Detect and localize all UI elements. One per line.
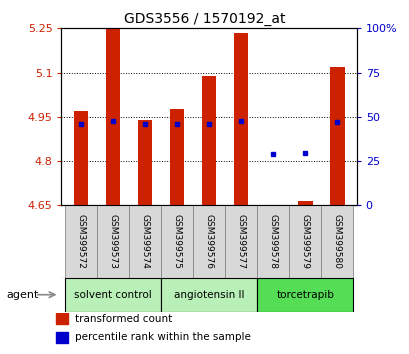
Bar — [234, 33, 248, 205]
Text: GSM399573: GSM399573 — [108, 214, 117, 269]
Bar — [65, 278, 161, 312]
Text: GSM399575: GSM399575 — [172, 214, 181, 269]
Bar — [321, 205, 353, 278]
Bar — [56, 313, 68, 324]
Bar — [329, 67, 344, 205]
Bar — [97, 205, 128, 278]
Bar — [56, 332, 68, 343]
Bar — [65, 205, 97, 278]
Bar — [289, 205, 321, 278]
Text: GSM399576: GSM399576 — [204, 214, 213, 269]
Text: GDS3556 / 1570192_at: GDS3556 / 1570192_at — [124, 12, 285, 27]
Text: angiotensin II: angiotensin II — [173, 290, 244, 300]
Bar — [225, 205, 256, 278]
Text: torcetrapib: torcetrapib — [276, 290, 333, 300]
Bar — [297, 201, 312, 205]
Bar — [137, 120, 152, 205]
Bar — [256, 205, 289, 278]
Bar — [193, 205, 225, 278]
Bar — [169, 109, 184, 205]
Text: transformed count: transformed count — [74, 314, 171, 324]
Text: percentile rank within the sample: percentile rank within the sample — [74, 332, 250, 342]
Text: GSM399577: GSM399577 — [236, 214, 245, 269]
Text: GSM399572: GSM399572 — [76, 214, 85, 269]
Bar — [128, 205, 161, 278]
Bar — [106, 28, 120, 205]
Bar — [161, 278, 256, 312]
Bar — [161, 205, 193, 278]
Text: GSM399579: GSM399579 — [300, 214, 309, 269]
Bar — [73, 111, 88, 205]
Text: solvent control: solvent control — [74, 290, 151, 300]
Text: GSM399580: GSM399580 — [332, 214, 341, 269]
Text: agent: agent — [6, 290, 38, 300]
Bar — [265, 205, 280, 207]
Bar — [201, 75, 216, 205]
Text: GSM399578: GSM399578 — [268, 214, 277, 269]
Text: GSM399574: GSM399574 — [140, 214, 149, 269]
Bar — [256, 278, 353, 312]
